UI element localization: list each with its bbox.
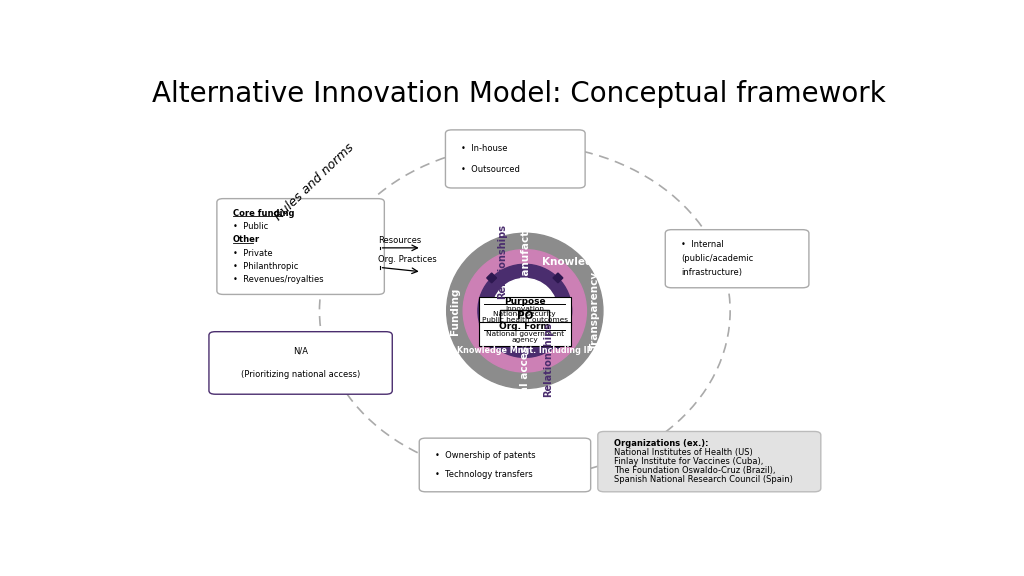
- Text: Other: Other: [232, 236, 260, 244]
- Text: Finlay Institute for Vaccines (Cuba),: Finlay Institute for Vaccines (Cuba),: [613, 457, 763, 466]
- FancyBboxPatch shape: [217, 199, 384, 294]
- Text: •  Ownership of patents: • Ownership of patents: [435, 451, 536, 460]
- Text: Innovation: Innovation: [505, 306, 545, 312]
- FancyBboxPatch shape: [479, 297, 570, 325]
- Text: Global access: Global access: [520, 340, 529, 420]
- Text: •  Technology transfers: • Technology transfers: [435, 470, 532, 479]
- FancyBboxPatch shape: [445, 130, 585, 188]
- Ellipse shape: [493, 278, 557, 343]
- Ellipse shape: [446, 233, 603, 388]
- FancyBboxPatch shape: [479, 322, 570, 346]
- Text: Org. Practices: Org. Practices: [378, 255, 436, 264]
- Text: Relationships: Relationships: [543, 322, 553, 397]
- Text: Funding: Funding: [450, 287, 460, 335]
- FancyBboxPatch shape: [209, 332, 392, 394]
- Text: National security: National security: [494, 312, 556, 317]
- Text: Relationships: Relationships: [497, 225, 507, 300]
- Text: N/A: N/A: [293, 347, 308, 356]
- Text: Organizations (ex.):: Organizations (ex.):: [613, 439, 709, 448]
- Text: •  Private: • Private: [232, 249, 272, 257]
- Text: (public/academic: (public/academic: [681, 254, 754, 263]
- FancyBboxPatch shape: [598, 431, 821, 492]
- Text: •  Philanthropic: • Philanthropic: [232, 262, 298, 271]
- Text: •  Internal: • Internal: [681, 240, 724, 249]
- Polygon shape: [486, 339, 497, 348]
- Text: Knowledge: Knowledge: [542, 257, 607, 267]
- Text: Org. Form: Org. Form: [500, 322, 550, 331]
- Text: The Foundation Oswaldo-Cruz (Brazil),: The Foundation Oswaldo-Cruz (Brazil),: [613, 466, 775, 475]
- Text: PO: PO: [517, 311, 532, 321]
- Text: Spanish National Research Council (Spain): Spanish National Research Council (Spain…: [613, 475, 793, 484]
- Text: National government: National government: [485, 331, 564, 337]
- Text: Public health outcomes: Public health outcomes: [482, 317, 567, 323]
- Ellipse shape: [478, 264, 571, 357]
- Text: infrastructure): infrastructure): [681, 268, 742, 277]
- Text: Core funding: Core funding: [232, 209, 294, 218]
- Text: National Institutes of Health (US): National Institutes of Health (US): [613, 448, 753, 457]
- Text: Manufacturing: Manufacturing: [520, 198, 529, 285]
- Text: (Prioritizing national access): (Prioritizing national access): [241, 370, 360, 379]
- Text: agency: agency: [511, 336, 539, 343]
- FancyBboxPatch shape: [666, 230, 809, 288]
- Text: •  Outsourced: • Outsourced: [461, 165, 520, 174]
- Text: Resources: Resources: [378, 236, 421, 245]
- Text: Purpose: Purpose: [504, 297, 546, 306]
- FancyBboxPatch shape: [500, 310, 550, 323]
- Text: •  Revenues/royalties: • Revenues/royalties: [232, 275, 324, 285]
- Polygon shape: [553, 339, 563, 348]
- Polygon shape: [486, 273, 497, 283]
- Text: Alternative Innovation Model: Conceptual framework: Alternative Innovation Model: Conceptual…: [152, 80, 886, 108]
- FancyBboxPatch shape: [419, 438, 591, 492]
- Text: Transparency: Transparency: [590, 271, 600, 350]
- Text: •  In-house: • In-house: [461, 144, 508, 153]
- Ellipse shape: [463, 249, 587, 372]
- Text: Knowledge Mngt. Including IP: Knowledge Mngt. Including IP: [457, 346, 593, 355]
- Text: •  Public: • Public: [232, 222, 268, 231]
- Polygon shape: [553, 273, 563, 283]
- Text: Rules and norms: Rules and norms: [272, 141, 356, 223]
